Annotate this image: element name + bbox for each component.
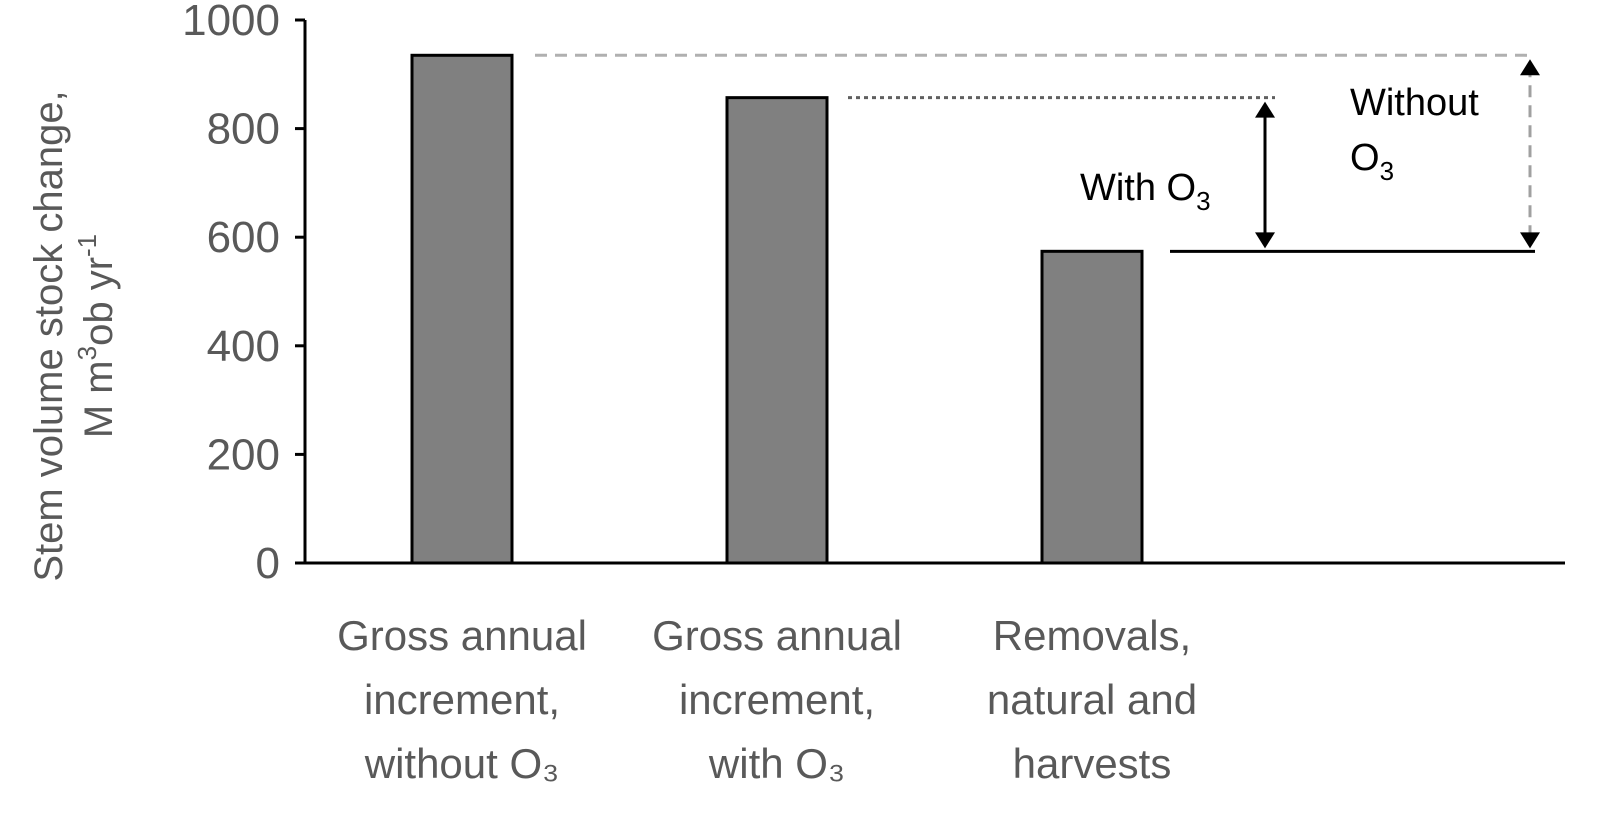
- without-o3-annotation-line1: Without: [1350, 82, 1479, 124]
- bar: [410, 53, 514, 565]
- y-tick-label: 800: [207, 105, 280, 154]
- category-label-line: harvests: [1013, 740, 1172, 787]
- category-label-line: Gross annual: [652, 612, 902, 659]
- bar: [725, 96, 829, 565]
- without-o3-arrow-head-down: [1520, 232, 1540, 249]
- category-label-line: Removals,: [993, 612, 1191, 659]
- with-o3-annotation: With O3: [1080, 167, 1211, 216]
- bar: [1040, 249, 1144, 565]
- bars: [410, 53, 1144, 565]
- category-label-line: without O₃: [364, 740, 560, 787]
- y-axis-title-line1: Stem volume stock change,: [27, 90, 71, 581]
- category-labels: Gross annual increment, without O₃ Gross an…: [337, 612, 1197, 787]
- category-label-line: increment,: [364, 676, 560, 723]
- category-label-line: natural and: [987, 676, 1197, 723]
- y-axis-title: Stem volume stock change, M m3ob yr-1: [27, 90, 121, 581]
- without-o3-annotation-line2: O3: [1350, 137, 1394, 186]
- y-axis-title-line2: M m3ob yr-1: [72, 234, 121, 438]
- y-tick-label: 200: [207, 430, 280, 479]
- y-tick-label: 600: [207, 213, 280, 262]
- category-label-line: Gross annual: [337, 612, 587, 659]
- category-label-line: increment,: [679, 676, 875, 723]
- with-o3-arrow-head-down: [1255, 232, 1275, 249]
- category-label-line: with O₃: [708, 740, 845, 787]
- y-tick-label: 1000: [182, 0, 280, 45]
- y-axis-ticks: 0 200 400 600 800 1000: [182, 0, 305, 588]
- with-o3-arrow-head-up: [1255, 101, 1275, 118]
- y-tick-label: 400: [207, 322, 280, 371]
- without-o3-arrow-head-up: [1520, 59, 1540, 76]
- y-tick-label: 0: [256, 539, 280, 588]
